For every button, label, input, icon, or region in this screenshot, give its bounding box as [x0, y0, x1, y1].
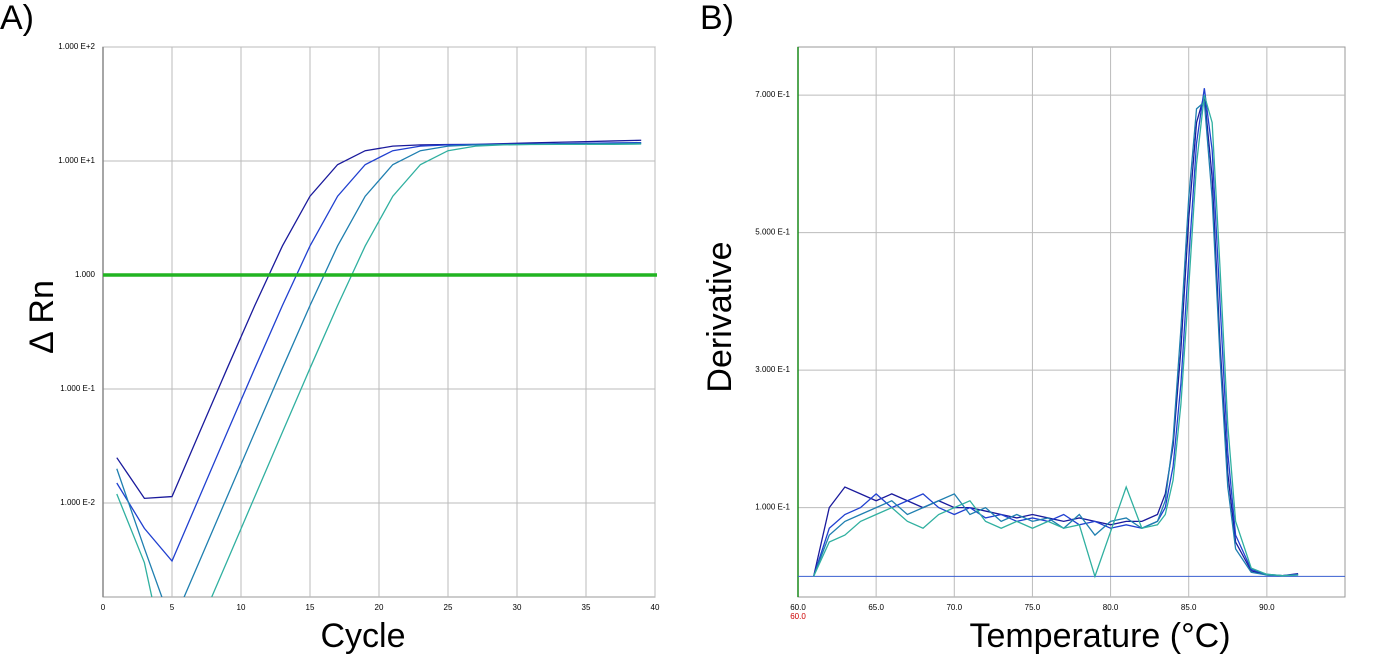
x-tick-label: 20: [375, 603, 384, 612]
x-tick-label: 30: [513, 603, 522, 612]
y-tick-label: 1.000 E-1: [60, 384, 95, 393]
x-tick-label: 65.0: [868, 603, 884, 612]
panel-label: A): [0, 0, 34, 37]
x-tick-label: 90.0: [1259, 603, 1275, 612]
y-tick-label: 1.000 E-2: [60, 498, 95, 507]
panel-label: B): [700, 0, 734, 37]
x-tick-label: 35: [582, 603, 591, 612]
series-line: [813, 94, 1299, 579]
plot-area: [797, 46, 1346, 598]
x-tick-label: 25: [444, 603, 453, 612]
panel: 60.0 65.0 70.0 75.0 80.0 85.0 90.0 1.000 E-1 3.0…: [700, 0, 1346, 655]
x-tick-label: 60.0: [790, 603, 806, 612]
panel: 0 5 10 15 20 25 30 35 40 1.000 E-2 1.000 E-1 1.000 1…: [0, 0, 660, 655]
x-tick-label: 85.0: [1181, 603, 1197, 612]
x-axis-label: Temperature (°C): [969, 617, 1230, 655]
y-tick-label: 1.000 E-1: [755, 503, 790, 512]
annotation: 60.0: [790, 612, 806, 621]
plot-lines: [798, 88, 1345, 579]
series-line: [813, 100, 1299, 577]
x-tick-label: 5: [170, 603, 175, 612]
x-tick-label: 0: [101, 603, 106, 612]
x-tick-label: 40: [651, 603, 660, 612]
y-tick-label: 5.000 E-1: [755, 228, 790, 237]
series-line: [813, 88, 1299, 577]
y-tick-label: 3.000 E-1: [755, 365, 790, 374]
y-axis-label: Derivative: [701, 241, 739, 392]
y-tick-label: 1.000: [75, 270, 96, 279]
x-tick-label: 70.0: [946, 603, 962, 612]
series-line: [116, 143, 642, 597]
y-tick-label: 1.000 E+2: [58, 42, 95, 51]
x-tick-label: 75.0: [1025, 603, 1041, 612]
x-axis-label: Cycle: [320, 617, 405, 655]
series-line: [116, 139, 642, 500]
plot-lines: [116, 139, 642, 597]
y-tick-label: 7.000 E-1: [755, 90, 790, 99]
y-tick-label: 1.000 E+1: [58, 156, 95, 165]
x-tick-label: 10: [237, 603, 246, 612]
x-tick-label: 15: [306, 603, 315, 612]
x-tick-label: 80.0: [1103, 603, 1119, 612]
y-axis-label: Δ Rn: [23, 280, 61, 354]
